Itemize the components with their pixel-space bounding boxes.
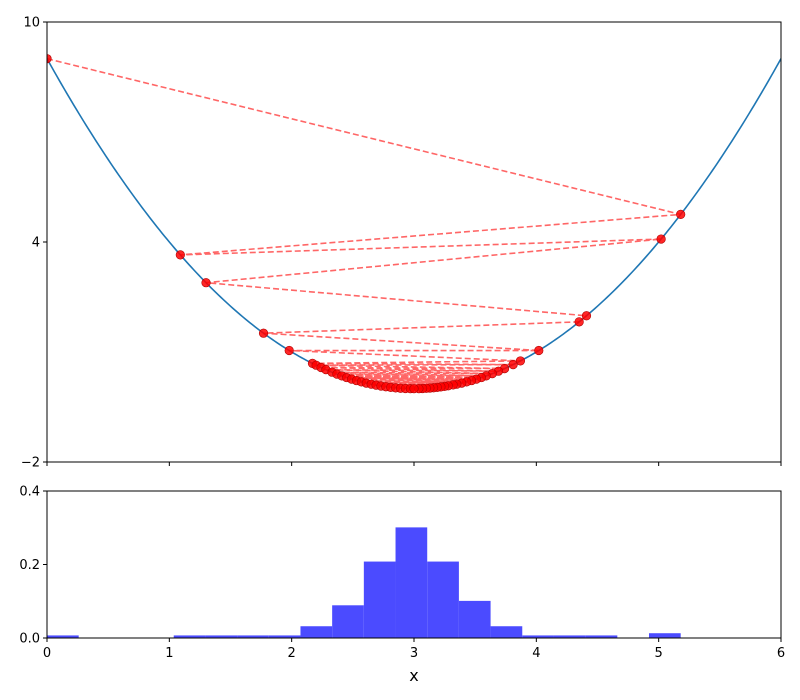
top-ytick-label: −2	[21, 456, 40, 471]
histogram-bar	[268, 635, 301, 638]
histogram-bar	[649, 633, 681, 638]
bottom-xtick-label: 4	[532, 646, 540, 661]
bottom-chart: 0.0 0.2 0.4 0 1 2 3 4 5 6 x	[19, 485, 785, 686]
histogram-bar	[237, 635, 269, 638]
iterate-point	[409, 384, 419, 394]
iterate-point	[175, 250, 185, 260]
top-ytick-label: 10	[23, 16, 40, 31]
histogram-bar	[553, 635, 586, 638]
bottom-ytick-label: 0.4	[19, 485, 40, 500]
histogram-bar	[458, 600, 491, 638]
iterate-point	[508, 360, 518, 370]
bottom-xtick-label: 0	[43, 646, 51, 661]
histogram-bar	[363, 561, 396, 638]
histogram-bar	[490, 626, 523, 638]
iterate-point	[284, 345, 294, 356]
iterate-point	[515, 356, 526, 366]
top-axes-frame	[46, 21, 782, 463]
histogram-bar	[205, 635, 238, 638]
bottom-ytick-label: 0.2	[19, 558, 40, 573]
top-chart: −2 4 10	[21, 16, 782, 471]
histogram-bar	[427, 561, 459, 638]
iterate-point	[534, 345, 544, 356]
histogram-bar	[585, 635, 618, 638]
histogram-bar	[395, 527, 428, 638]
iterate-point	[574, 317, 584, 327]
x-axis-label: x	[409, 666, 418, 685]
parabola-curve	[47, 58, 781, 390]
bottom-xtick-label: 2	[288, 646, 296, 661]
bottom-xtick-label: 5	[655, 646, 663, 661]
iterate-point	[656, 234, 666, 244]
histogram-bar	[332, 605, 364, 638]
iterate-point	[676, 209, 686, 220]
iterate-point	[258, 328, 269, 338]
bottom-ytick-label: 0.0	[19, 632, 40, 647]
bottom-xtick-label: 6	[777, 646, 785, 661]
iterate-point	[201, 278, 211, 288]
histogram-bar	[173, 635, 206, 638]
histogram-bar	[300, 626, 333, 638]
iterate-point	[581, 311, 592, 321]
histogram-bar	[47, 635, 79, 638]
bottom-xtick-label: 3	[410, 646, 418, 661]
top-plot-area	[47, 54, 781, 394]
histogram-bar	[522, 635, 554, 638]
bottom-xtick-label: 1	[165, 646, 173, 661]
top-ytick-label: 4	[32, 236, 40, 251]
iterate-path	[47, 57, 681, 390]
